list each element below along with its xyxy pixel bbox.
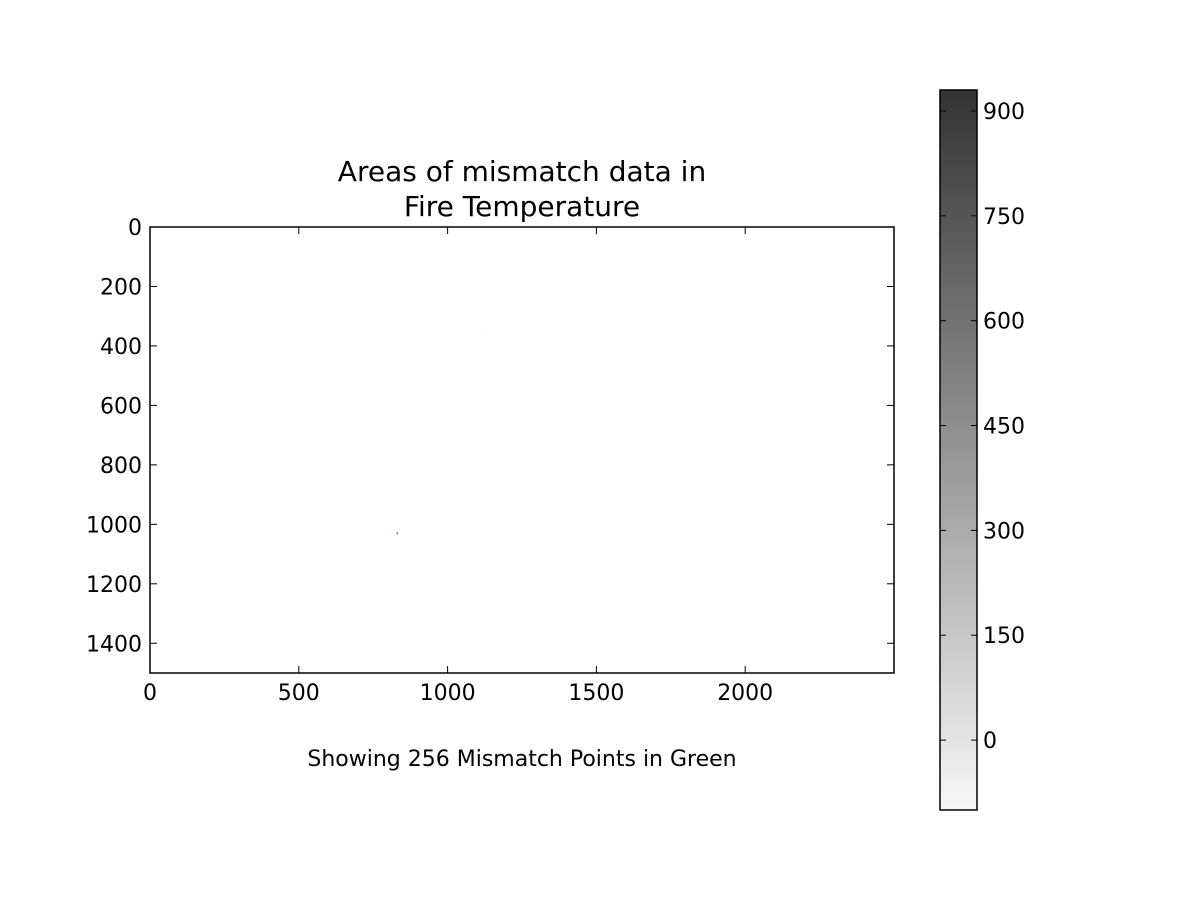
colorbar-gradient bbox=[939, 89, 978, 811]
plot-frame bbox=[149, 226, 895, 674]
mismatch-point bbox=[396, 532, 399, 535]
plot-area: 0 500 1000 1500 2000 0 200 400 600 800 1000 1200 14… bbox=[86, 216, 895, 706]
x-tick-label: 500 bbox=[278, 681, 320, 706]
x-tick-label: 0 bbox=[143, 681, 157, 706]
x-tick-label: 1000 bbox=[420, 681, 476, 706]
colorbar-tick-label: 300 bbox=[983, 519, 1025, 544]
y-tick-label: 1400 bbox=[86, 632, 142, 657]
chart-title-line-2: Fire Temperature bbox=[404, 190, 640, 223]
y-tick-label: 600 bbox=[100, 394, 142, 419]
image-area bbox=[150, 227, 894, 673]
y-tick-label: 1200 bbox=[86, 573, 142, 598]
chart-title-line-1: Areas of mismatch data in bbox=[338, 155, 706, 188]
colorbar: 0 150 300 450 600 750 900 bbox=[939, 89, 1025, 811]
y-tick-label: 400 bbox=[100, 335, 142, 360]
colorbar-tick-label: 600 bbox=[983, 310, 1025, 335]
colorbar-tick-label: 0 bbox=[983, 729, 997, 754]
faint-data-point bbox=[479, 330, 481, 332]
colorbar-tick-label: 150 bbox=[983, 624, 1025, 649]
colorbar-tick-label: 450 bbox=[983, 415, 1025, 440]
y-tick-label: 800 bbox=[100, 454, 142, 479]
colorbar-tick-label: 900 bbox=[983, 100, 1025, 125]
y-tick-label: 200 bbox=[100, 275, 142, 300]
y-tick-label: 1000 bbox=[86, 513, 142, 538]
y-tick-label: 0 bbox=[128, 216, 142, 241]
x-tick-label: 1500 bbox=[568, 681, 624, 706]
x-tick-label: 2000 bbox=[717, 681, 773, 706]
x-axis-label: Showing 256 Mismatch Points in Green bbox=[307, 747, 736, 772]
colorbar-tick-label: 750 bbox=[983, 205, 1025, 230]
